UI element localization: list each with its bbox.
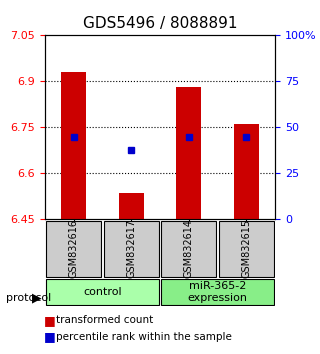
Text: percentile rank within the sample: percentile rank within the sample	[56, 332, 232, 342]
Bar	[61, 72, 86, 219]
FancyBboxPatch shape	[46, 221, 101, 277]
Text: GSM832616: GSM832616	[68, 219, 79, 278]
Text: transformed count: transformed count	[56, 315, 153, 325]
Text: GDS5496 / 8088891: GDS5496 / 8088891	[83, 16, 237, 30]
Bar	[118, 193, 144, 219]
Bar	[234, 124, 259, 219]
Text: ▶: ▶	[32, 292, 42, 304]
Text: GSM832614: GSM832614	[184, 219, 194, 278]
Text: ■: ■	[44, 314, 55, 327]
FancyBboxPatch shape	[161, 279, 274, 305]
FancyBboxPatch shape	[104, 221, 159, 277]
Text: ■: ■	[44, 331, 55, 343]
Bar	[176, 87, 202, 219]
FancyBboxPatch shape	[46, 279, 159, 305]
Text: miR-365-2
expression: miR-365-2 expression	[188, 281, 248, 303]
FancyBboxPatch shape	[161, 221, 216, 277]
Text: control: control	[83, 287, 122, 297]
Text: protocol: protocol	[6, 293, 52, 303]
FancyBboxPatch shape	[219, 221, 274, 277]
Text: GSM832615: GSM832615	[241, 219, 252, 278]
Text: GSM832617: GSM832617	[126, 219, 136, 278]
